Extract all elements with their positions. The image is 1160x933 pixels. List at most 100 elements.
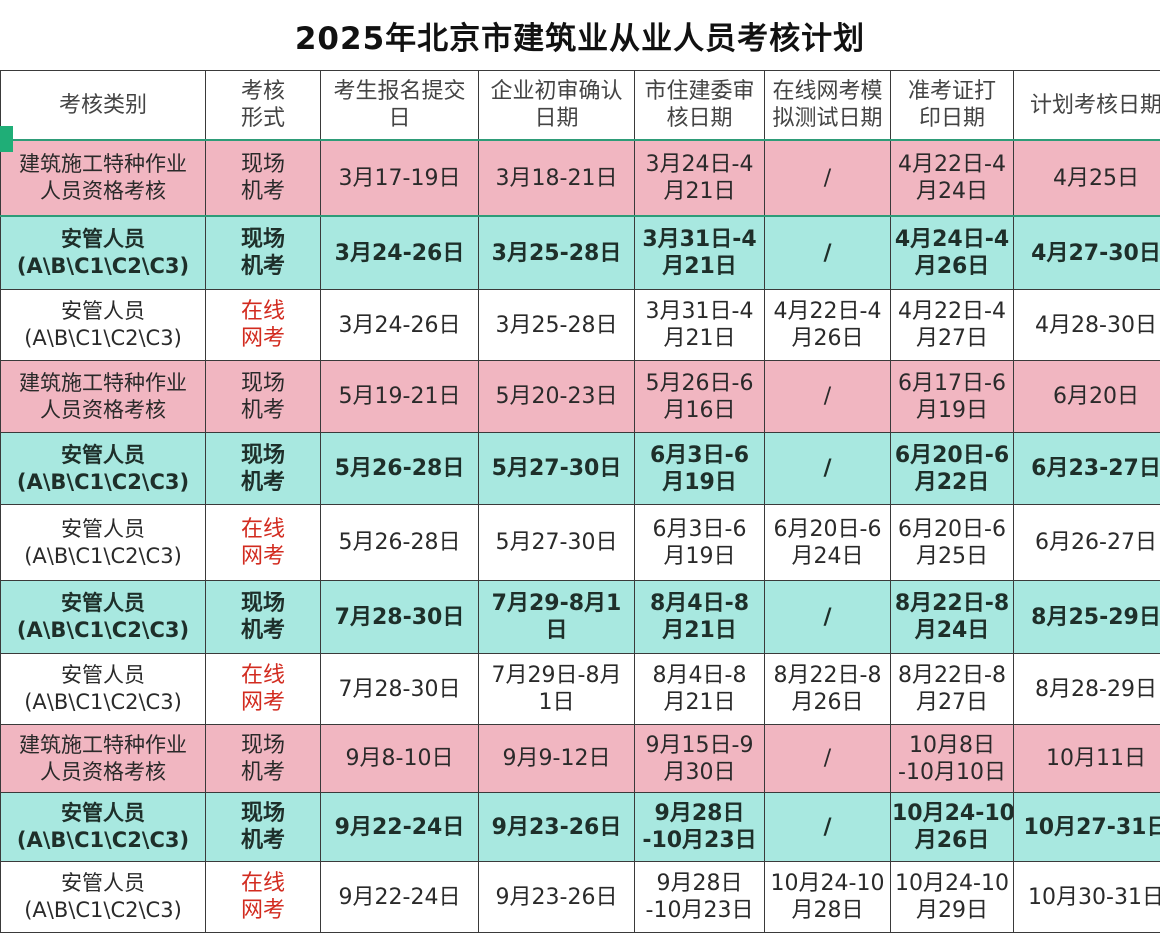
cell-line: 7月28-30日 xyxy=(339,677,461,702)
cell-confirm-date: 3月18-21日 xyxy=(479,140,635,216)
cell-line: 8月22日-8 xyxy=(898,663,1006,688)
cell-category: 安管人员(A\B\C1\C2\C3) xyxy=(1,505,206,581)
cell-line: 9月15日-9 xyxy=(646,733,754,758)
cell-line: 机考 xyxy=(241,470,285,495)
cell-line: 月19日 xyxy=(664,544,736,569)
cell-line: 准考证打 xyxy=(908,79,996,104)
cell-line: 机考 xyxy=(241,828,285,853)
cell-line: 现场 xyxy=(241,591,285,616)
cell-line: 安管人员 xyxy=(61,299,145,323)
cell-form: 在线网考 xyxy=(206,505,321,581)
cell-line: 月21日 xyxy=(664,690,736,715)
cell-ticket-print-date: 10月8日-10月10日 xyxy=(891,725,1014,793)
cell-line: 在线 xyxy=(241,517,285,542)
cell-line: 机考 xyxy=(241,618,285,643)
cell-line: 建筑施工特种作业 xyxy=(19,733,187,757)
cell-line: 3月31日-4 xyxy=(642,227,756,252)
cell-line: 计划考核日期 xyxy=(1030,93,1160,118)
column-header-ticket-print-date: 准考证打印日期 xyxy=(891,71,1014,141)
title-bar: 2025年北京市建筑业从业人员考核计划 xyxy=(0,0,1160,70)
cell-mock-test-date: / xyxy=(765,793,891,862)
cell-category: 安管人员(A\B\C1\C2\C3) xyxy=(1,862,206,933)
cell-line: 3月25-28日 xyxy=(496,313,618,338)
cell-line: 7月29日-8月 xyxy=(492,663,622,688)
cell-line: 网考 xyxy=(241,898,285,923)
cell-line: 企业初审确认 xyxy=(490,79,622,104)
cell-form: 现场机考 xyxy=(206,725,321,793)
cell-line: 3月24日-4 xyxy=(646,152,754,177)
cell-line: 日 xyxy=(388,106,410,131)
cell-line: 机考 xyxy=(241,760,285,785)
cell-line: 在线网考模 xyxy=(772,79,882,104)
cell-form: 在线网考 xyxy=(206,654,321,725)
cell-line: (A\B\C1\C2\C3) xyxy=(24,326,182,350)
cell-category: 安管人员 (A\B\C1\C2\C3) xyxy=(1,290,206,361)
cell-line: 10月30-31日 xyxy=(1028,885,1160,910)
page-title: 2025年北京市建筑业从业人员考核计划 xyxy=(295,13,865,58)
cell-line: 机考 xyxy=(241,398,285,423)
cell-line: 印日期 xyxy=(919,106,985,131)
cell-exam-date: 10月30-31日 xyxy=(1014,862,1160,933)
cell-category: 建筑施工特种作业人员资格考核 xyxy=(1,140,206,216)
cell-exam-date: 6月23-27日 xyxy=(1014,433,1160,505)
cell-line: 月27日 xyxy=(916,326,988,351)
cell-form: 现场机考 xyxy=(206,361,321,433)
cell-line: -10月23日 xyxy=(646,898,754,923)
cell-line: 9月22-24日 xyxy=(339,885,461,910)
cell-line: 人员资格考核 xyxy=(40,760,166,784)
cell-line: -10月23日 xyxy=(642,828,756,853)
cell-line: 4月22日-4 xyxy=(898,152,1006,177)
cell-line: 3月24-26日 xyxy=(339,313,461,338)
cell-line: 3月24-26日 xyxy=(335,241,465,266)
cell-line: 8月25-29日 xyxy=(1031,605,1160,630)
cell-line: 6月20日-6 xyxy=(895,443,1009,468)
cell-line: 月21日 xyxy=(662,254,737,279)
cell-line: 3月25-28日 xyxy=(492,241,622,266)
cell-review-date: 9月28日-10月23日 xyxy=(635,862,765,933)
cell-line: 5月20-23日 xyxy=(496,384,618,409)
column-header-mock-test-date: 在线网考模拟测试日期 xyxy=(765,71,891,141)
cell-line: 6月20日-6 xyxy=(774,517,882,542)
cell-line: 7月29-8月1 xyxy=(492,591,622,616)
cell-line: 10月8日 xyxy=(909,733,995,758)
cell-line: 月26日 xyxy=(792,690,864,715)
cell-line: 6月26-27日 xyxy=(1035,530,1157,555)
cell-line: 现场 xyxy=(241,227,285,252)
column-header-category: 考核类别 xyxy=(1,71,206,141)
cell-line: 机考 xyxy=(241,254,285,279)
cell-line: 网考 xyxy=(241,326,285,351)
cell-line: 9月28日 xyxy=(655,801,745,826)
cell-line: 安管人员 xyxy=(61,227,145,251)
cell-exam-date: 4月25日 xyxy=(1014,140,1160,216)
cell-line: 4月22日-4 xyxy=(774,299,882,324)
cell-line: 5月27-30日 xyxy=(492,456,622,481)
cell-category: 安管人员(A\B\C1\C2\C3) xyxy=(1,433,206,505)
cell-line: 10月24-10 xyxy=(895,871,1009,896)
cell-line: 9月9-12日 xyxy=(503,746,611,771)
cell-line: (A\B\C1\C2\C3) xyxy=(17,470,189,494)
cell-line: (A\B\C1\C2\C3) xyxy=(17,254,189,278)
cell-confirm-date: 9月9-12日 xyxy=(479,725,635,793)
cell-line: 8月22日-8 xyxy=(895,591,1009,616)
cell-line: / xyxy=(824,384,831,409)
cell-line: 形式 xyxy=(241,106,285,131)
table-row: 安管人员 (A\B\C1\C2\C3) 现场机考 3月24-26日 3月25-28日 3月… xyxy=(1,216,1160,290)
cell-line: 人员资格考核 xyxy=(40,398,166,422)
cell-exam-date: 8月25-29日 xyxy=(1014,581,1160,654)
cell-line: 现场 xyxy=(241,801,285,826)
cell-line: 考核 xyxy=(241,79,285,104)
cell-line: 6月20日 xyxy=(1053,384,1139,409)
